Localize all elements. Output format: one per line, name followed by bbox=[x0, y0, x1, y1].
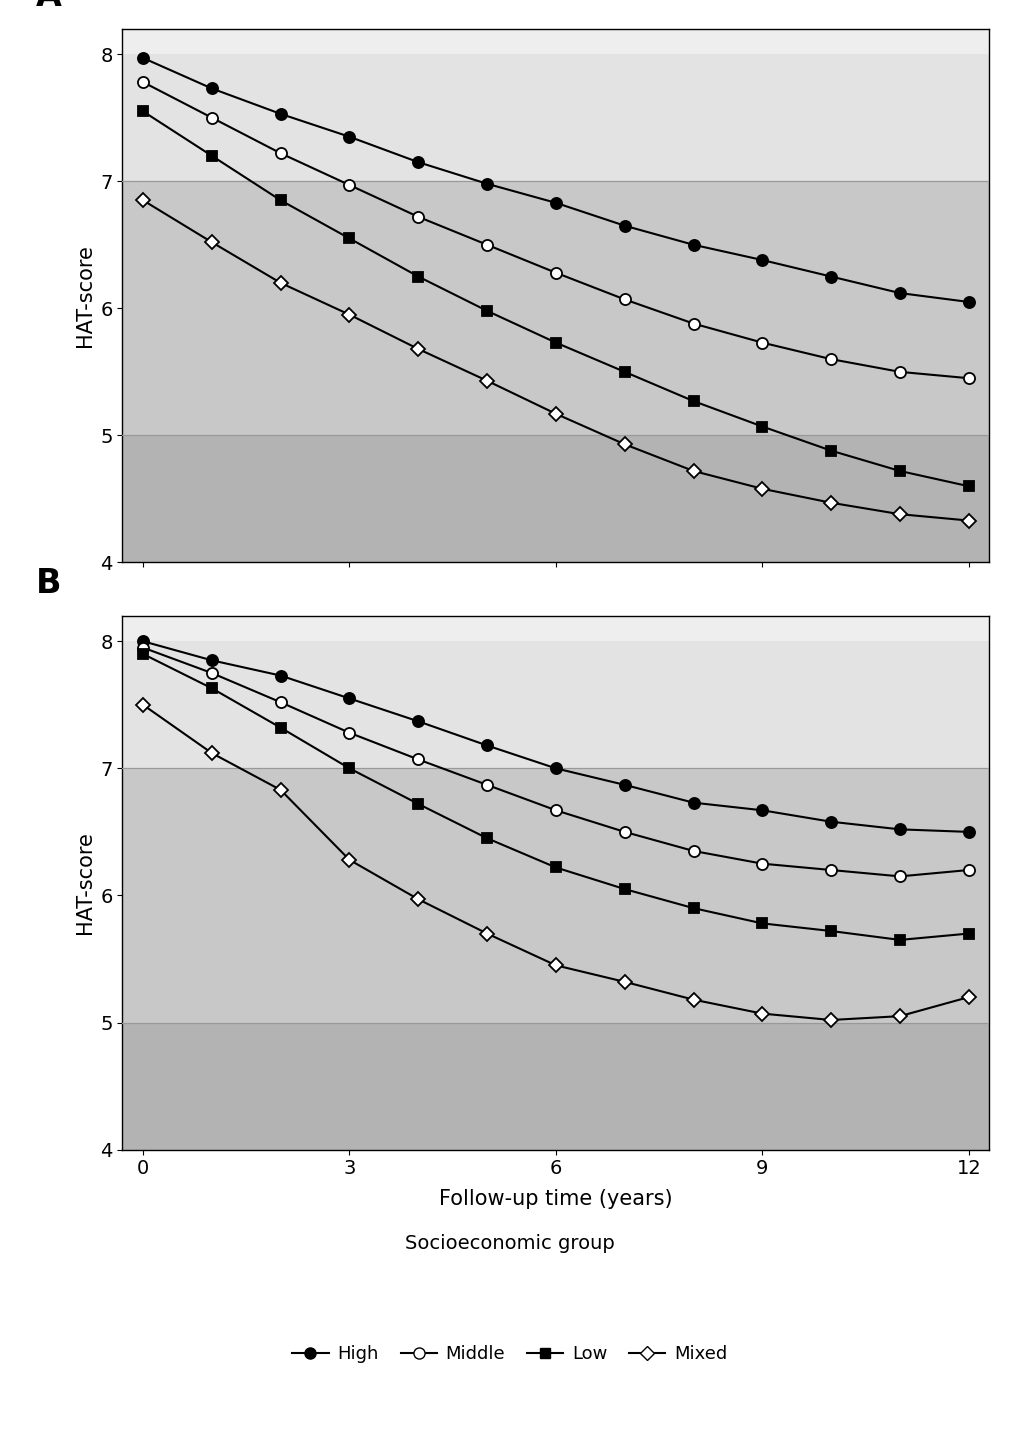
Text: Socioeconomic group: Socioeconomic group bbox=[405, 1233, 614, 1253]
X-axis label: Follow-up time (years): Follow-up time (years) bbox=[438, 1190, 673, 1210]
Bar bbox=[122, 55, 988, 181]
Y-axis label: HAT-score: HAT-score bbox=[74, 244, 95, 348]
Bar bbox=[122, 0, 988, 55]
Text: B: B bbox=[36, 566, 61, 599]
Bar bbox=[122, 641, 988, 769]
Text: A: A bbox=[36, 0, 61, 13]
Bar bbox=[122, 578, 988, 641]
Bar bbox=[122, 435, 988, 562]
Bar bbox=[122, 1023, 988, 1150]
Bar bbox=[122, 181, 988, 435]
Bar bbox=[122, 769, 988, 1023]
Y-axis label: HAT-score: HAT-score bbox=[74, 831, 95, 934]
Legend: High, Middle, Low, Mixed: High, Middle, Low, Mixed bbox=[285, 1338, 734, 1371]
